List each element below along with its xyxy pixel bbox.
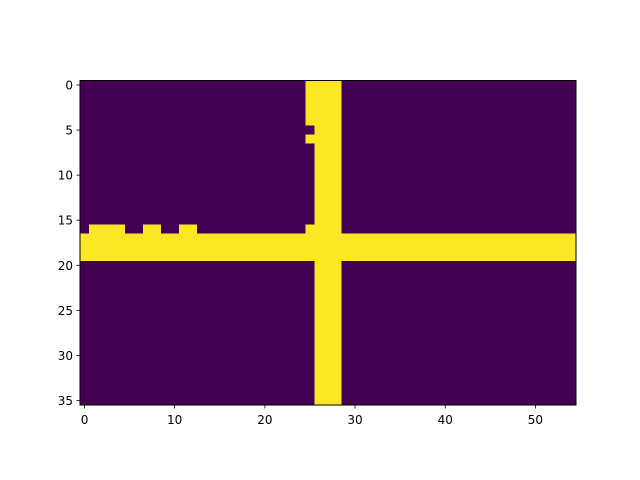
heatmap-cell bbox=[314, 395, 342, 405]
x-tick-label: 40 bbox=[438, 413, 453, 427]
heatmap-cell bbox=[314, 188, 342, 198]
y-axis: 0 5 10 15 20 25 30 35 bbox=[58, 79, 80, 408]
heatmap-cell bbox=[314, 332, 342, 342]
plot-frame bbox=[79, 80, 577, 406]
heatmap-cell bbox=[314, 305, 342, 315]
heatmap-cell bbox=[314, 215, 342, 225]
heatmap-cell bbox=[314, 197, 342, 207]
heatmap-cell bbox=[314, 260, 342, 270]
heatmap-cell bbox=[314, 359, 342, 369]
heatmap-cell bbox=[80, 233, 576, 243]
heatmap-cell bbox=[314, 377, 342, 387]
x-tick-label: 10 bbox=[167, 413, 182, 427]
heatmap-cell bbox=[314, 161, 342, 171]
heatmap-cell bbox=[305, 80, 342, 90]
heatmap-cell bbox=[314, 323, 342, 333]
heatmap-cell bbox=[305, 224, 342, 234]
heatmap-cell bbox=[80, 242, 576, 252]
heatmap-cell bbox=[314, 125, 342, 135]
heatmap-cell bbox=[314, 143, 342, 153]
x-tick-label: 20 bbox=[257, 413, 272, 427]
y-tick-label: 5 bbox=[65, 124, 73, 138]
heatmap-cell bbox=[80, 251, 576, 261]
heatmap-cell bbox=[305, 98, 342, 108]
heatmap-cell bbox=[314, 287, 342, 297]
heatmap-cell bbox=[314, 170, 342, 180]
heatmap-cell bbox=[314, 278, 342, 288]
heatmap-cell bbox=[314, 368, 342, 378]
x-tick-label: 0 bbox=[81, 413, 89, 427]
y-tick-label: 30 bbox=[58, 349, 73, 363]
heatmap-cell bbox=[314, 314, 342, 324]
heatmap-cell bbox=[314, 206, 342, 216]
heatmap-cell bbox=[314, 296, 342, 306]
y-tick-label: 25 bbox=[58, 304, 73, 318]
heatmap-cell bbox=[314, 152, 342, 162]
heatmap-cell bbox=[314, 350, 342, 360]
heatmap-cell bbox=[314, 386, 342, 396]
y-tick-label: 0 bbox=[65, 79, 73, 93]
heatmap-cell bbox=[143, 224, 162, 234]
heatmap-cell bbox=[314, 341, 342, 351]
y-tick-label: 35 bbox=[58, 394, 73, 408]
heatmap-cell bbox=[305, 107, 342, 117]
y-tick-label: 10 bbox=[58, 169, 73, 183]
heatmap-cell bbox=[89, 224, 126, 234]
heatmap-cell bbox=[314, 179, 342, 189]
x-tick-label: 50 bbox=[528, 413, 543, 427]
heatmap-cell bbox=[305, 116, 342, 126]
x-axis: 0 10 20 30 40 50 bbox=[81, 405, 543, 427]
x-tick-label: 30 bbox=[347, 413, 362, 427]
heatmap-cell bbox=[314, 269, 342, 279]
y-tick-label: 20 bbox=[58, 259, 73, 273]
heatmap-cell bbox=[305, 134, 342, 144]
heatmap-cell bbox=[179, 224, 198, 234]
plot-area bbox=[80, 80, 576, 405]
y-tick-label: 15 bbox=[58, 214, 73, 228]
heatmap-cell bbox=[305, 89, 342, 99]
